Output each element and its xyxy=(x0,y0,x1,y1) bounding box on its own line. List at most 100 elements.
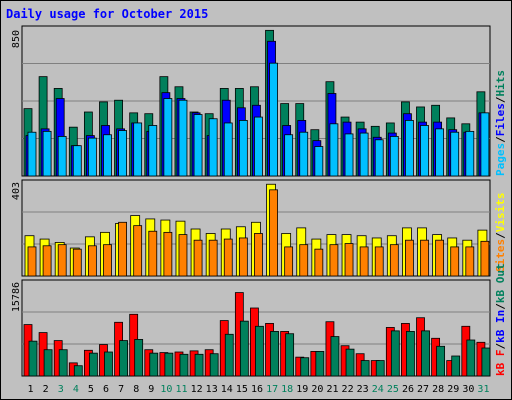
x-label-day-16: 16 xyxy=(251,384,263,395)
legend-mid: Sites/Visits xyxy=(494,193,507,273)
bar-sites-day-30 xyxy=(465,246,475,277)
x-label-day-29: 29 xyxy=(447,384,459,395)
bar-sites-day-21 xyxy=(329,244,339,277)
bar-sites-day-28 xyxy=(435,239,445,277)
bar-pages-day-20 xyxy=(314,146,324,177)
y-max-label-visits: 403 xyxy=(11,182,22,200)
bar-kbin-day-17 xyxy=(270,331,279,377)
bar-pages-day-2 xyxy=(42,130,52,177)
bar-pages-day-9 xyxy=(148,125,158,177)
bar-pages-day-25 xyxy=(389,136,399,177)
x-label-day-17: 17 xyxy=(266,384,278,395)
bar-pages-day-7 xyxy=(118,130,127,177)
bar-sites-day-14 xyxy=(223,238,233,277)
bar-pages-day-30 xyxy=(465,130,475,177)
bar-sites-day-17 xyxy=(269,189,278,277)
bar-kbin-day-25 xyxy=(390,330,400,377)
legend-pages: Pages xyxy=(494,143,507,176)
x-label-day-26: 26 xyxy=(402,384,414,395)
x-label-day-8: 8 xyxy=(133,384,139,395)
bar-kbin-day-8 xyxy=(134,339,144,377)
bar-kbin-day-19 xyxy=(300,357,310,377)
bar-sites-day-13 xyxy=(208,239,218,277)
bar-pages-day-22 xyxy=(344,133,354,177)
x-label-day-7: 7 xyxy=(118,384,124,395)
bar-sites-day-15 xyxy=(238,237,248,277)
bar-pages-day-21 xyxy=(329,123,339,177)
bar-kbin-day-3 xyxy=(58,349,68,377)
bar-kbin-day-29 xyxy=(451,355,461,377)
bar-kbin-day-28 xyxy=(436,345,446,377)
bar-sites-day-7 xyxy=(118,221,127,277)
bar-sites-day-10 xyxy=(163,231,173,277)
bar-sites-day-9 xyxy=(148,230,158,277)
bar-sites-day-27 xyxy=(420,239,429,277)
x-label-day-23: 23 xyxy=(357,384,369,395)
bar-sites-day-3 xyxy=(57,244,67,277)
bar-kbin-day-13 xyxy=(209,353,219,377)
bar-sites-day-24 xyxy=(374,246,384,277)
x-label-day-20: 20 xyxy=(311,384,323,395)
legend-kbf: kB F xyxy=(494,350,507,377)
x-label-day-24: 24 xyxy=(372,384,384,395)
bar-pages-day-10 xyxy=(163,98,173,177)
bar-pages-day-8 xyxy=(133,122,143,177)
bar-kbin-day-20 xyxy=(315,351,325,377)
x-label-day-21: 21 xyxy=(326,384,338,395)
x-label-day-13: 13 xyxy=(206,384,218,395)
bar-pages-day-26 xyxy=(405,120,414,177)
bar-sites-day-20 xyxy=(314,248,324,277)
bar-sites-day-23 xyxy=(359,246,369,277)
bar-kbin-day-21 xyxy=(330,336,340,377)
legend-files: Files xyxy=(494,103,507,136)
bar-kbin-day-27 xyxy=(421,330,430,377)
legend-sep-1: / xyxy=(494,136,507,143)
bar-kbin-day-30 xyxy=(466,339,476,377)
bar-pages-day-16 xyxy=(254,116,263,177)
bar-sites-day-31 xyxy=(480,240,490,277)
legend-top: Pages/Files/Hits xyxy=(494,70,507,176)
bar-pages-day-28 xyxy=(435,128,445,177)
bar-kbin-day-26 xyxy=(406,331,415,377)
legend-sites: Sites xyxy=(494,239,507,272)
bar-pages-day-6 xyxy=(103,134,112,177)
bar-kbin-day-31 xyxy=(481,347,491,377)
y-max-label-kbytes: 15786 xyxy=(11,282,22,312)
bar-kbin-day-12 xyxy=(194,353,204,377)
x-label-day-25: 25 xyxy=(387,384,399,395)
bar-pages-day-13 xyxy=(208,118,218,177)
bar-sites-day-8 xyxy=(133,225,143,277)
bar-sites-day-22 xyxy=(344,243,354,277)
bar-sites-day-5 xyxy=(87,245,97,277)
bar-pages-day-4 xyxy=(72,145,82,177)
bar-sites-day-4 xyxy=(72,248,82,277)
x-label-day-12: 12 xyxy=(191,384,203,395)
legend-sep-5: / xyxy=(494,303,507,310)
legend-kbout: kB Out xyxy=(494,263,507,303)
bar-sites-day-26 xyxy=(405,239,414,277)
bar-pages-day-18 xyxy=(284,134,294,177)
bar-sites-day-11 xyxy=(178,234,188,277)
bar-kbin-day-15 xyxy=(239,320,249,377)
bar-pages-day-23 xyxy=(359,132,369,177)
x-label-day-22: 22 xyxy=(342,384,354,395)
bar-pages-day-1 xyxy=(27,131,37,177)
bar-sites-day-19 xyxy=(299,244,309,277)
x-label-day-11: 11 xyxy=(175,384,187,395)
bar-pages-day-29 xyxy=(450,131,460,177)
bar-sites-day-6 xyxy=(103,244,112,277)
bar-pages-day-14 xyxy=(223,122,233,177)
bar-pages-day-5 xyxy=(87,137,97,177)
bar-kbin-day-14 xyxy=(224,333,234,377)
bar-kbin-day-4 xyxy=(73,365,83,377)
x-label-day-5: 5 xyxy=(88,384,94,395)
bar-kbin-day-6 xyxy=(104,351,113,377)
x-label-day-9: 9 xyxy=(148,384,154,395)
bar-kbin-day-23 xyxy=(360,360,370,377)
bar-pages-day-19 xyxy=(299,131,309,177)
legend-sep-4: / xyxy=(494,343,507,350)
bar-pages-day-3 xyxy=(57,136,67,177)
legend-sep-2: / xyxy=(494,96,507,103)
x-label-day-1: 1 xyxy=(28,384,34,395)
bar-kbin-day-10 xyxy=(164,352,174,377)
